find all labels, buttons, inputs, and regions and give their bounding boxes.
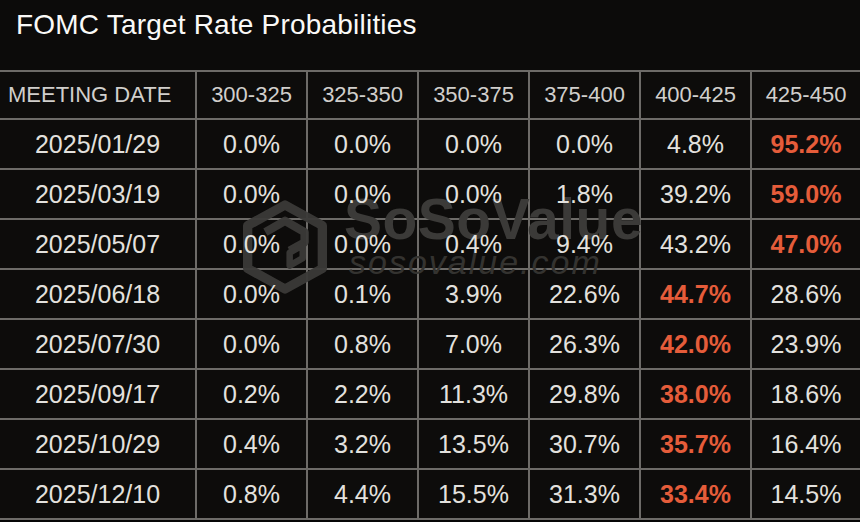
probability-cell: 23.9% [751,319,860,369]
probability-cell: 28.6% [751,269,860,319]
probability-cell: 0.0% [196,119,307,169]
page-title: FOMC Target Rate Probabilities [16,9,417,41]
table-row: 2025/07/30 0.0% 0.8% 7.0% 26.3% 42.0% 23… [0,319,860,369]
probability-cell: 39.2% [640,169,751,219]
table-row: 2025/12/10 0.8% 4.4% 15.5% 31.3% 33.4% 1… [0,469,860,519]
probability-cell: 30.7% [529,419,640,469]
probability-cell: 38.0% [640,369,751,419]
probability-cell: 11.3% [418,369,529,419]
probability-cell: 14.5% [751,469,860,519]
date-cell: 2025/12/10 [0,469,196,519]
probability-cell: 0.0% [196,319,307,369]
table-row: 2025/01/29 0.0% 0.0% 0.0% 0.0% 4.8% 95.2… [0,119,860,169]
probability-cell: 0.2% [196,369,307,419]
probability-cell: 0.0% [196,269,307,319]
probability-cell: 0.0% [307,169,418,219]
column-header-300-325: 300-325 [196,71,307,119]
probability-cell: 2.2% [307,369,418,419]
date-cell: 2025/10/29 [0,419,196,469]
date-cell: 2025/05/07 [0,219,196,269]
probability-cell: 43.2% [640,219,751,269]
date-cell: 2025/06/18 [0,269,196,319]
probability-cell: 9.4% [529,219,640,269]
title-bar: FOMC Target Rate Probabilities [0,0,860,70]
date-cell: 2025/09/17 [0,369,196,419]
date-cell: 2025/07/30 [0,319,196,369]
probability-cell: 0.0% [529,119,640,169]
probability-cell: 44.7% [640,269,751,319]
date-cell: 2025/01/29 [0,119,196,169]
probability-cell: 0.4% [196,419,307,469]
column-header-400-425: 400-425 [640,71,751,119]
probability-cell: 31.3% [529,469,640,519]
table-row: 2025/06/18 0.0% 0.1% 3.9% 22.6% 44.7% 28… [0,269,860,319]
probability-cell: 0.0% [196,169,307,219]
probability-cell: 3.2% [307,419,418,469]
probability-cell: 16.4% [751,419,860,469]
table-row: 2025/09/17 0.2% 2.2% 11.3% 29.8% 38.0% 1… [0,369,860,419]
probability-cell: 33.4% [640,469,751,519]
probability-cell: 0.0% [418,169,529,219]
fomc-probabilities-widget: FOMC Target Rate Probabilities MEETING D… [0,0,860,522]
probability-cell: 29.8% [529,369,640,419]
probability-cell: 42.0% [640,319,751,369]
probability-cell: 95.2% [751,119,860,169]
probability-table: MEETING DATE 300-325 325-350 350-375 375… [0,70,860,520]
probability-cell: 47.0% [751,219,860,269]
probability-cell: 0.0% [307,119,418,169]
probability-cell: 0.0% [418,119,529,169]
probability-cell: 22.6% [529,269,640,319]
probability-cell: 35.7% [640,419,751,469]
probability-cell: 7.0% [418,319,529,369]
column-header-375-400: 375-400 [529,71,640,119]
probability-cell: 4.4% [307,469,418,519]
column-header-meeting-date: MEETING DATE [0,71,196,119]
probability-cell: 0.0% [196,219,307,269]
probability-cell: 15.5% [418,469,529,519]
probability-cell: 26.3% [529,319,640,369]
table-row: 2025/03/19 0.0% 0.0% 0.0% 1.8% 39.2% 59.… [0,169,860,219]
probability-cell: 0.4% [418,219,529,269]
probability-cell: 4.8% [640,119,751,169]
probability-cell: 1.8% [529,169,640,219]
date-cell: 2025/03/19 [0,169,196,219]
probability-cell: 0.0% [307,219,418,269]
column-header-350-375: 350-375 [418,71,529,119]
table-header-row: MEETING DATE 300-325 325-350 350-375 375… [0,71,860,119]
probability-cell: 0.1% [307,269,418,319]
table-row: 2025/05/07 0.0% 0.0% 0.4% 9.4% 43.2% 47.… [0,219,860,269]
table-row: 2025/10/29 0.4% 3.2% 13.5% 30.7% 35.7% 1… [0,419,860,469]
probability-cell: 59.0% [751,169,860,219]
column-header-325-350: 325-350 [307,71,418,119]
probability-cell: 3.9% [418,269,529,319]
probability-cell: 0.8% [196,469,307,519]
probability-cell: 0.8% [307,319,418,369]
column-header-425-450: 425-450 [751,71,860,119]
probability-cell: 13.5% [418,419,529,469]
probability-cell: 18.6% [751,369,860,419]
